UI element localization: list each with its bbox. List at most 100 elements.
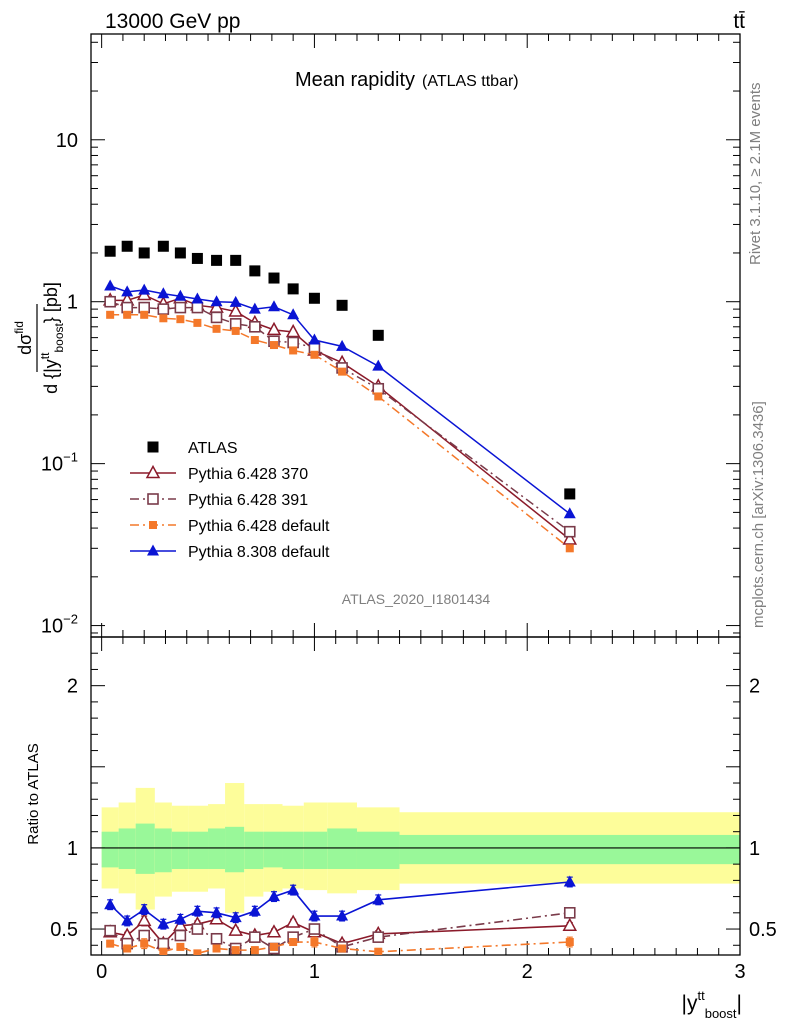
ratio-point <box>229 911 242 923</box>
main-point <box>287 283 299 295</box>
ratio-point <box>210 906 223 918</box>
legend-label: Pythia 8.308 default <box>188 544 330 561</box>
legend-label: Pythia 6.428 370 <box>188 466 308 483</box>
ratio-series-line <box>109 941 570 955</box>
legend-label: Pythia 6.428 default <box>188 518 330 535</box>
main-point <box>104 245 116 257</box>
main-point <box>121 285 134 297</box>
ratio-frame <box>90 636 741 956</box>
main-point <box>174 289 187 301</box>
ratio-point <box>123 944 132 953</box>
inner-band-bin <box>282 831 304 870</box>
svg-text:d {|yttboost} [pb]: d {|yttboost} [pb] <box>38 282 66 394</box>
ratio-y-tick-label-right: 0.5 <box>749 919 777 941</box>
inner-band-bin <box>188 831 209 870</box>
ratio-point <box>159 947 168 955</box>
main-point <box>287 336 299 349</box>
main-point <box>374 392 383 401</box>
mcplots-label-group: mcplots.cern.ch [arXiv:1306.3436] <box>750 401 767 628</box>
main-y-tick-label: 10 <box>56 130 78 152</box>
ratio-point <box>372 931 385 943</box>
ratio-point <box>374 947 383 955</box>
inner-band-bin <box>263 831 283 868</box>
main-point <box>191 252 203 264</box>
ratio-point <box>106 939 115 948</box>
ratio-point <box>338 944 347 953</box>
main-point <box>249 320 261 333</box>
ratio-point <box>310 938 319 947</box>
mcplots-label: mcplots.cern.ch [arXiv:1306.3436] <box>750 401 767 628</box>
ratio-point <box>287 883 300 895</box>
ratio-point <box>565 938 574 947</box>
main-point <box>230 254 242 266</box>
ratio-y-tick-label: 2 <box>67 676 78 698</box>
main-point <box>372 329 384 341</box>
main-frame <box>90 33 741 638</box>
ratio-point <box>209 911 224 925</box>
ratio-point <box>266 924 282 938</box>
inner-band-bin <box>208 828 226 870</box>
ratio-point <box>176 942 185 951</box>
ratio-point <box>249 931 261 943</box>
main-point <box>308 333 321 345</box>
inner-band-bin <box>303 831 328 870</box>
ratio-point <box>212 944 221 953</box>
main-point <box>310 350 319 359</box>
inner-band-bin <box>399 834 740 865</box>
analysis-tag: ATLAS_2020_I1801434 <box>342 591 491 607</box>
main-point <box>564 488 576 500</box>
ylabel-den-sub: boost <box>52 322 66 352</box>
main-point <box>106 310 115 319</box>
main-point <box>104 279 117 291</box>
inner-band-bin <box>171 831 189 870</box>
legend-marker <box>147 441 159 453</box>
header-right: tt̄ <box>733 10 745 33</box>
ratio-point <box>140 939 149 948</box>
plot-title-suffix: (ATLAS ttbar) <box>422 73 519 90</box>
ratio-point <box>563 907 576 919</box>
main-y-tick-label: 10−2 <box>41 612 78 638</box>
main-point <box>174 247 186 259</box>
ratio-point <box>191 923 204 935</box>
main-point <box>231 326 240 335</box>
main-y-tick-label: 1 <box>67 292 78 314</box>
main-point <box>372 359 385 371</box>
main-point <box>123 310 132 319</box>
main-point <box>249 265 261 277</box>
ratio-point <box>104 898 117 910</box>
main-point <box>266 321 282 336</box>
inner-band-bin <box>244 831 264 870</box>
main-point <box>562 531 578 545</box>
ylabel-num-sup: fid <box>12 321 26 334</box>
legend-label: ATLAS <box>188 440 238 457</box>
main-point <box>308 292 320 304</box>
ratio-point <box>121 914 134 926</box>
main-point <box>140 310 149 319</box>
ratio-point <box>267 890 280 902</box>
ratio-point <box>104 924 116 937</box>
ylabel-den-sup: tt <box>38 352 52 359</box>
ratio-point <box>157 917 170 929</box>
ratio-point <box>193 949 202 955</box>
main-point <box>267 300 280 312</box>
main-point <box>212 324 221 333</box>
x-tick-label: 1 <box>309 961 320 983</box>
main-point <box>285 323 301 338</box>
main-point <box>229 295 242 307</box>
inner-band-bin <box>101 831 119 868</box>
main-point <box>336 299 348 311</box>
main-point <box>210 311 223 324</box>
main-point <box>228 303 243 317</box>
ratio-point <box>138 903 151 915</box>
main-point <box>138 283 151 295</box>
ratio-point <box>336 909 349 921</box>
legend-marker <box>149 521 157 529</box>
main-series <box>102 240 578 553</box>
main-point <box>287 308 300 320</box>
main-point <box>191 292 204 304</box>
main-point <box>174 301 187 314</box>
ratio-series-clip <box>102 875 578 955</box>
ratio-point <box>289 938 298 947</box>
main-y-tick-label: 10−1 <box>41 450 78 476</box>
